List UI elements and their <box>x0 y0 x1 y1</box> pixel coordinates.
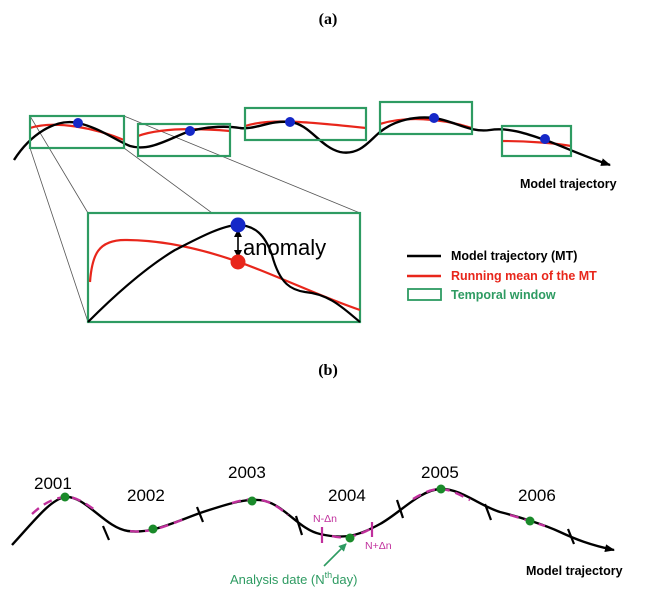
legend-label-trajectory: Model trajectory (MT) <box>451 249 577 263</box>
n-plus-label: N+Δn <box>365 540 392 552</box>
temporal-window-box <box>500 124 573 158</box>
day-point <box>525 516 535 526</box>
trajectory-label-b: Model trajectory <box>526 564 623 578</box>
trajectory-point <box>73 118 83 128</box>
year-label: 2006 <box>518 486 556 505</box>
panel-a: (a) <box>12 11 617 324</box>
temporal-window-box <box>378 100 474 136</box>
year-tick <box>483 503 493 521</box>
model-trajectory-line <box>12 116 611 167</box>
window-bounds <box>320 522 374 543</box>
running-mean-segments <box>29 117 572 148</box>
running-mean-point <box>230 254 246 270</box>
year-ticks <box>101 499 576 545</box>
n-minus-label: N-Δn <box>313 513 337 525</box>
trajectory-points <box>73 113 550 144</box>
year-labels: 2001 2002 2003 2004 2005 2006 <box>34 463 556 505</box>
day-point <box>148 524 158 534</box>
legend-label-window: Temporal window <box>451 288 556 302</box>
analysis-date-text: Analysis date (N <box>230 572 325 587</box>
year-label: 2002 <box>127 486 165 505</box>
day-points <box>60 484 535 543</box>
trajectory-point-zoomed <box>230 217 246 233</box>
analysis-date-label: Analysis date (Nthday) <box>230 570 357 587</box>
year-tick <box>566 528 576 545</box>
year-tick <box>395 499 405 519</box>
year-label: 2004 <box>328 486 366 505</box>
panel-a-label: (a) <box>319 11 338 28</box>
legend: Model trajectory (MT) Running mean of th… <box>407 249 597 302</box>
analysis-date-suffix: day) <box>332 572 357 587</box>
trajectory-point <box>285 117 295 127</box>
temporal-windows <box>28 100 573 158</box>
day-point <box>436 484 446 494</box>
trajectory-label-a: Model trajectory <box>520 177 617 191</box>
year-label: 2003 <box>228 463 266 482</box>
analysis-date-superscript: th <box>325 570 333 580</box>
panel-b: (b) <box>11 362 623 587</box>
year-tick <box>294 515 304 536</box>
year-tick <box>195 506 205 523</box>
legend-label-running-mean: Running mean of the MT <box>451 269 597 283</box>
temporal-window-box <box>243 106 368 142</box>
zoom-window: anomaly <box>86 211 362 324</box>
legend-swatch-window <box>407 288 442 301</box>
year-tick <box>101 525 111 541</box>
model-trajectory-line-b <box>11 487 615 553</box>
temporal-window-box <box>136 122 232 158</box>
trajectory-point <box>429 113 439 123</box>
day-point <box>60 492 70 502</box>
day-point <box>345 533 355 543</box>
panel-b-label: (b) <box>318 362 338 379</box>
year-label: 2001 <box>34 474 72 493</box>
temporal-window-box <box>28 114 126 150</box>
zoom-trajectory <box>87 223 361 323</box>
zoom-window-box <box>86 211 362 324</box>
anomaly-label: anomaly <box>243 235 326 260</box>
year-label: 2005 <box>421 463 459 482</box>
day-point <box>247 496 257 506</box>
trajectory-point <box>185 126 195 136</box>
analysis-date-arrow <box>323 543 347 567</box>
trajectory-point <box>540 134 550 144</box>
